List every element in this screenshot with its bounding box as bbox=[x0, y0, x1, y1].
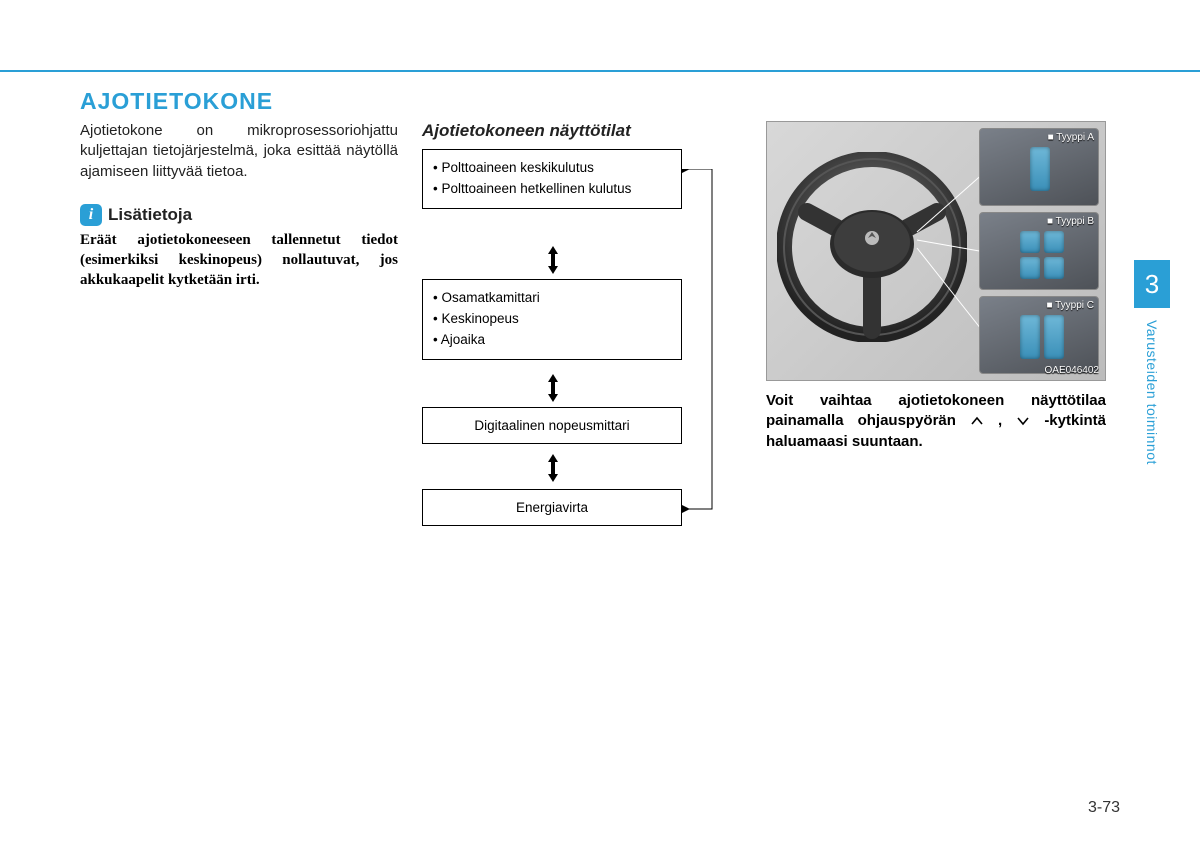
figure-caption: Voit vaihtaa ajotietokoneen näyttötilaa … bbox=[766, 391, 1106, 452]
section-label: Varusteiden toiminnot bbox=[1144, 320, 1160, 465]
double-arrow-icon bbox=[546, 454, 560, 482]
diagram-box-3: Digitaalinen nopeusmittari bbox=[422, 407, 682, 444]
chevron-up-icon bbox=[970, 416, 984, 426]
panel-b-switch bbox=[1044, 231, 1064, 253]
left-column: Ajotietokone on mikroprosessoriohjattu k… bbox=[80, 121, 398, 291]
mode-diagram: Polttoaineen keskikulutus Polttoaineen h… bbox=[422, 149, 722, 549]
section-tab: 3 Varusteiden toiminnot bbox=[1134, 260, 1170, 465]
box3-text: Digitaalinen nopeusmittari bbox=[474, 418, 629, 433]
top-rule bbox=[0, 70, 1200, 72]
box2-item2: Keskinopeus bbox=[433, 309, 671, 330]
right-column: ■ Tyyppi A ■ Tyyppi B ■ Tyyppi C OAE0464… bbox=[766, 121, 1106, 452]
info-body: Eräät ajotietokoneeseen tallennetut tied… bbox=[80, 230, 398, 291]
panel-c-switch bbox=[1020, 315, 1040, 359]
panel-b-switch bbox=[1020, 231, 1040, 253]
box1-item1: Polttoaineen keskikulutus bbox=[433, 158, 671, 179]
separator: , bbox=[984, 412, 1016, 429]
box2-item1: Osamatkamittari bbox=[433, 288, 671, 309]
control-panel-a: ■ Tyyppi A bbox=[979, 128, 1099, 206]
panel-a-label: ■ Tyyppi A bbox=[1048, 132, 1094, 143]
panel-b-switch bbox=[1020, 257, 1040, 279]
box2-item3: Ajoaika bbox=[433, 330, 671, 351]
diagram-box-1: Polttoaineen keskikulutus Polttoaineen h… bbox=[422, 149, 682, 209]
diagram-box-2: Osamatkamittari Keskinopeus Ajoaika bbox=[422, 279, 682, 360]
loop-connector bbox=[682, 169, 722, 514]
section-number: 3 bbox=[1134, 260, 1170, 308]
page-title: AJOTIETOKONE bbox=[80, 88, 1130, 115]
panel-b-switch bbox=[1044, 257, 1064, 279]
info-icon: i bbox=[80, 204, 102, 226]
panel-c-label: ■ Tyyppi C bbox=[1046, 300, 1094, 311]
control-panel-b: ■ Tyyppi B bbox=[979, 212, 1099, 290]
steering-wheel-figure: ■ Tyyppi A ■ Tyyppi B ■ Tyyppi C OAE0464… bbox=[766, 121, 1106, 381]
info-heading-row: i Lisätietoja bbox=[80, 204, 398, 226]
control-panel-c: ■ Tyyppi C bbox=[979, 296, 1099, 374]
diagram-heading: Ajotietokoneen näyttötilat bbox=[422, 121, 742, 141]
middle-column: Ajotietokoneen näyttötilat Polttoaineen … bbox=[422, 121, 742, 549]
panel-b-label: ■ Tyyppi B bbox=[1047, 216, 1094, 227]
box1-item2: Polttoaineen hetkellinen kulutus bbox=[433, 179, 671, 200]
info-title: Lisätietoja bbox=[108, 205, 192, 225]
intro-paragraph: Ajotietokone on mikroprosessoriohjattu k… bbox=[80, 121, 398, 182]
box4-text: Energiavirta bbox=[516, 500, 588, 515]
content-columns: Ajotietokone on mikroprosessoriohjattu k… bbox=[80, 121, 1130, 549]
panel-c-switch bbox=[1044, 315, 1064, 359]
diagram-box-4: Energiavirta bbox=[422, 489, 682, 526]
double-arrow-icon bbox=[546, 374, 560, 402]
double-arrow-icon bbox=[546, 246, 560, 274]
figure-code: OAE046402 bbox=[1045, 365, 1100, 376]
panel-a-switch bbox=[1030, 147, 1050, 191]
page-number: 3-73 bbox=[1088, 799, 1120, 817]
chevron-down-icon bbox=[1016, 416, 1030, 426]
